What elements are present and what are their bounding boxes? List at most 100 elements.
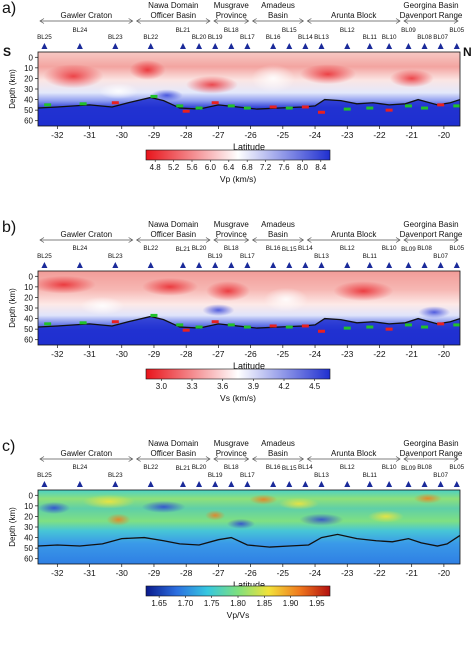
x-tick-label: -30 xyxy=(116,568,129,578)
station-triangle-icon xyxy=(270,262,277,268)
station-triangle-icon xyxy=(302,481,309,487)
station-label: BL09 xyxy=(401,465,416,472)
station-bl18: BL18 xyxy=(224,245,239,268)
station-bl15: BL15 xyxy=(282,27,297,49)
colorbar-tick-label: 6.0 xyxy=(205,163,217,172)
station-bl22: BL22 xyxy=(143,34,159,49)
station-label: BL25 xyxy=(37,34,52,41)
region-name: Georgina Basin xyxy=(403,1,458,10)
y-tick-label: 60 xyxy=(24,555,33,564)
y-tick-label: 50 xyxy=(24,325,33,334)
colorbar: 3.0 3.3 3.6 3.9 4.2 4.5 Vs (km/s) xyxy=(145,368,331,403)
region-name: Musgrave xyxy=(214,1,250,10)
region-arrow-right xyxy=(299,456,305,462)
region-arrow-right xyxy=(299,237,305,243)
region-arrow-right xyxy=(205,18,211,24)
station-label: BL16 xyxy=(266,245,281,252)
station-triangle-icon xyxy=(147,43,154,49)
station-label: BL17 xyxy=(240,253,255,260)
station-triangle-icon xyxy=(421,481,428,487)
y-tick-label: 20 xyxy=(24,293,33,302)
moho-line xyxy=(38,96,460,110)
station-triangle-icon xyxy=(286,262,293,268)
x-tick-label: -32 xyxy=(51,568,64,578)
station-label: BL16 xyxy=(266,464,281,471)
velocity-anomaly xyxy=(389,69,434,88)
station-label: BL10 xyxy=(382,464,397,471)
moho-marker xyxy=(182,109,190,113)
x-tick-label: -21 xyxy=(406,130,419,140)
colorbar-tick-label: 5.2 xyxy=(168,163,180,172)
y-tick-label: 60 xyxy=(24,117,33,126)
x-tick-label: -31 xyxy=(83,568,96,578)
station-bl09: BL09 xyxy=(401,27,416,49)
region-5: Arunta Block xyxy=(306,11,401,24)
region-name: Georgina Basin xyxy=(403,220,458,229)
station-triangle-icon xyxy=(437,43,444,49)
region-name: Davenport Range xyxy=(400,449,463,458)
region-arrow-right xyxy=(395,237,401,243)
station-label: BL20 xyxy=(192,245,207,252)
velocity-anomaly xyxy=(226,518,255,529)
moho-marker xyxy=(195,325,203,329)
colorbar-tick-label: 8.0 xyxy=(297,163,309,172)
station-label: BL08 xyxy=(417,464,432,471)
x-tick-label: -22 xyxy=(373,349,386,359)
moho-marker xyxy=(195,106,203,110)
velocity-anomaly xyxy=(249,494,278,505)
region-arrow-right xyxy=(128,18,134,24)
station-label: BL19 xyxy=(208,472,223,479)
station-bl18: BL18 xyxy=(224,27,239,49)
station-label: BL17 xyxy=(240,34,255,41)
region-name: Arunta Block xyxy=(331,449,377,458)
region-name: Nawa Domain xyxy=(148,439,198,448)
station-triangle-icon xyxy=(453,262,460,268)
x-tick-label: -27 xyxy=(212,568,225,578)
station-bl16: BL16 xyxy=(266,245,281,268)
region-arrow-right xyxy=(299,18,305,24)
x-tick-label: -29 xyxy=(148,349,161,359)
x-tick-label: -25 xyxy=(277,568,290,578)
moho-marker xyxy=(285,325,293,329)
station-label: BL24 xyxy=(73,245,88,252)
colorbar-scale xyxy=(145,585,331,597)
colorbar-tick-label: 1.75 xyxy=(204,599,220,608)
region-arrow-right xyxy=(395,456,401,462)
moho-marker xyxy=(79,102,87,106)
velocity-anomaly xyxy=(299,513,344,526)
station-triangle-icon xyxy=(344,481,351,487)
station-label: BL22 xyxy=(143,34,158,41)
x-tick-label: -25 xyxy=(277,130,290,140)
station-bl23: BL23 xyxy=(108,34,123,49)
station-bl25: BL25 xyxy=(37,253,52,268)
region-arrow-right xyxy=(453,237,459,243)
station-triangle-icon xyxy=(41,481,48,487)
velocity-anomaly xyxy=(206,281,251,302)
station-label: BL24 xyxy=(73,27,88,34)
station-triangle-icon xyxy=(286,43,293,49)
x-tick-label: -26 xyxy=(244,568,257,578)
y-tick-label: 30 xyxy=(24,523,33,532)
x-tick-label: -20 xyxy=(438,349,451,359)
station-bl08: BL08 xyxy=(417,464,432,487)
station-triangle-icon xyxy=(453,481,460,487)
station-label: BL14 xyxy=(298,34,313,41)
region-name: Officer Basin xyxy=(150,230,196,239)
y-axis-label: Depth (km) xyxy=(8,69,17,109)
region-arrow-left xyxy=(213,18,219,24)
station-label: BL05 xyxy=(449,27,464,34)
colorbar-label: Vp/Vs xyxy=(227,610,250,620)
station-bl15: BL15 xyxy=(282,465,297,487)
colorbar-tick-label: 3.0 xyxy=(156,382,168,391)
moho-marker xyxy=(301,105,309,109)
x-tick-label: -32 xyxy=(51,130,64,140)
station-label: BL09 xyxy=(401,27,416,34)
y-tick-label: 30 xyxy=(24,304,33,313)
moho-marker xyxy=(404,104,412,108)
station-triangle-icon xyxy=(386,43,393,49)
region-arrow-left xyxy=(135,456,141,462)
x-axis-label: Latitude xyxy=(233,580,265,590)
